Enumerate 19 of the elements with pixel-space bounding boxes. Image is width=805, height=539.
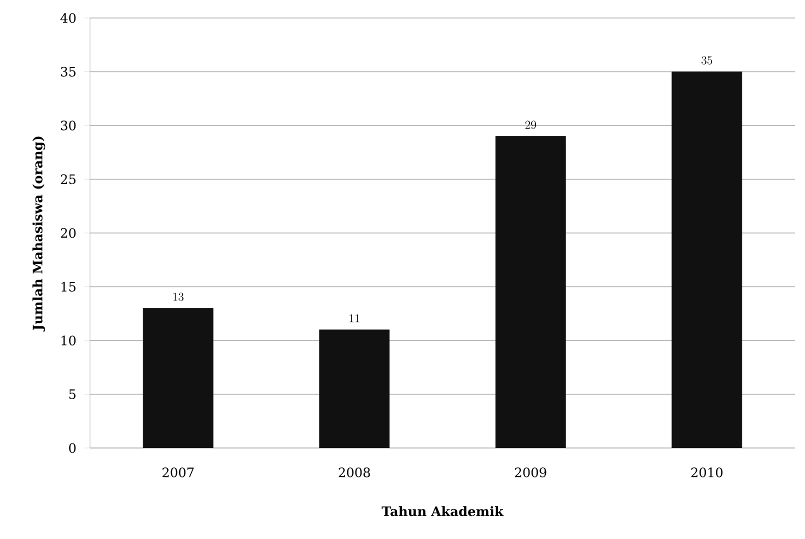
y-tick-label: 10	[62, 336, 76, 346]
x-axis-title: Tahun Akademik	[382, 506, 504, 516]
y-tick-label: 15	[62, 282, 76, 292]
data-label: 13	[173, 292, 184, 301]
x-tick-label: 2008	[338, 468, 370, 478]
y-tick-label: 20	[60, 228, 76, 238]
y-tick-label: 5	[69, 389, 76, 400]
y-tick-label: 35	[60, 66, 76, 77]
y-tick-label: 30	[60, 120, 76, 130]
y-axis-title: Jumlah Mahasiswa (orang)	[32, 136, 46, 332]
data-label: 11	[350, 314, 360, 322]
x-tick-label: 2007	[162, 468, 194, 478]
data-label: 35	[702, 56, 712, 64]
data-label: 29	[525, 120, 536, 129]
x-tick-label: 2010	[691, 468, 722, 478]
y-tick-label: 25	[60, 174, 76, 184]
y-tick-label: 40	[60, 13, 76, 23]
x-tick-label: 2009	[515, 468, 546, 478]
y-tick-label: 0	[69, 443, 76, 453]
